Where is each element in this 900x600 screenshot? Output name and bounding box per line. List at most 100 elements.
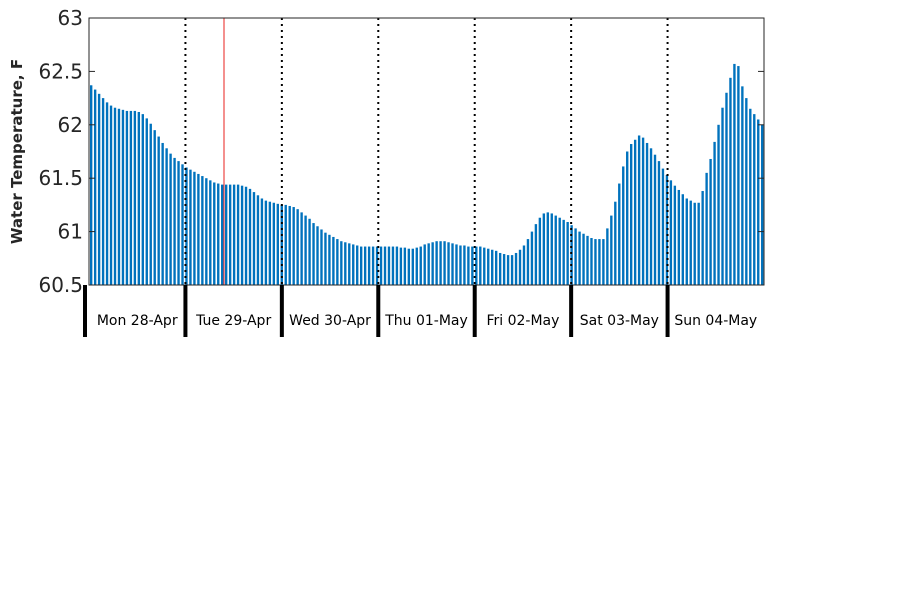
bar	[558, 217, 561, 285]
bar	[510, 255, 514, 285]
day-label: Wed 30-Apr	[289, 313, 371, 329]
bar	[681, 194, 684, 285]
bar	[745, 98, 748, 285]
bar	[757, 119, 760, 286]
y-tick-label: 63	[58, 6, 83, 30]
bar	[173, 157, 176, 285]
bar	[391, 246, 395, 285]
bar	[363, 246, 367, 285]
bar	[324, 232, 327, 285]
bar	[705, 172, 708, 285]
bar	[471, 246, 474, 285]
day-dividers	[184, 18, 669, 285]
bar	[340, 241, 343, 285]
bar	[439, 241, 442, 285]
bar	[637, 135, 641, 285]
bar	[498, 252, 502, 285]
bar	[332, 236, 335, 285]
bar	[550, 213, 553, 285]
plot-frame	[88, 17, 765, 286]
bar	[288, 205, 291, 285]
bar	[570, 225, 573, 285]
day-label: Thu 01-May	[384, 313, 468, 329]
bar	[610, 215, 613, 285]
bar	[677, 189, 681, 285]
bar	[129, 110, 133, 285]
bar	[149, 123, 152, 285]
bar	[185, 167, 188, 285]
bar	[614, 201, 617, 285]
bar	[649, 148, 653, 285]
bar	[221, 184, 224, 285]
y-tick-label: 62	[58, 113, 83, 137]
bar	[205, 178, 208, 285]
bar	[276, 203, 279, 285]
bar	[228, 184, 232, 285]
bar	[213, 182, 216, 285]
bar	[367, 246, 371, 285]
bar	[626, 151, 629, 285]
bar	[423, 244, 426, 285]
bar	[217, 183, 220, 285]
bar	[244, 186, 248, 285]
bar	[530, 231, 534, 285]
bar	[272, 202, 276, 285]
bar	[419, 246, 422, 285]
bar	[236, 184, 240, 285]
bar	[137, 111, 141, 285]
bar	[598, 239, 601, 285]
bar	[578, 231, 581, 285]
bar	[181, 164, 184, 285]
day-label: Sun 04-May	[674, 313, 757, 329]
y-tick-label: 60.5	[38, 273, 83, 297]
bar	[522, 245, 526, 285]
bar	[224, 184, 228, 285]
bar	[685, 198, 688, 285]
bar	[415, 247, 418, 285]
bar	[669, 180, 673, 285]
bar	[240, 185, 244, 285]
bar	[336, 239, 339, 285]
bar	[113, 107, 117, 286]
bar	[356, 245, 359, 285]
bar	[177, 161, 180, 285]
bar	[201, 176, 204, 285]
bar	[494, 250, 498, 285]
bar	[133, 110, 137, 285]
bar	[399, 247, 403, 285]
bar	[518, 249, 522, 285]
bar	[260, 198, 264, 285]
bar	[653, 154, 657, 285]
bar	[292, 207, 295, 285]
bar	[582, 233, 585, 285]
bar	[379, 246, 383, 285]
bar	[359, 246, 363, 285]
bar	[673, 185, 677, 285]
y-tick-label: 62.5	[38, 59, 83, 83]
bar	[479, 246, 482, 285]
bar	[729, 77, 732, 285]
bar	[455, 244, 458, 285]
y-tick-label: 61.5	[38, 166, 83, 190]
bar	[554, 215, 557, 285]
bar	[109, 105, 113, 285]
bar	[209, 180, 212, 285]
bar	[268, 201, 272, 285]
bar	[459, 245, 462, 285]
y-tick-label: 61	[58, 220, 83, 244]
bar	[701, 191, 704, 285]
bar	[741, 86, 744, 285]
bar	[447, 242, 450, 285]
day-label: Fri 02-May	[486, 313, 559, 329]
bar	[232, 184, 236, 285]
bar	[606, 228, 609, 285]
bar	[371, 246, 375, 285]
bar	[256, 195, 260, 285]
day-label: Sat 03-May	[580, 313, 659, 329]
bar	[618, 183, 621, 285]
bar	[352, 244, 355, 285]
y-axis-label: Water Temperature, F	[8, 59, 26, 244]
bar	[697, 202, 700, 285]
bar	[383, 246, 387, 285]
bar	[514, 252, 518, 285]
